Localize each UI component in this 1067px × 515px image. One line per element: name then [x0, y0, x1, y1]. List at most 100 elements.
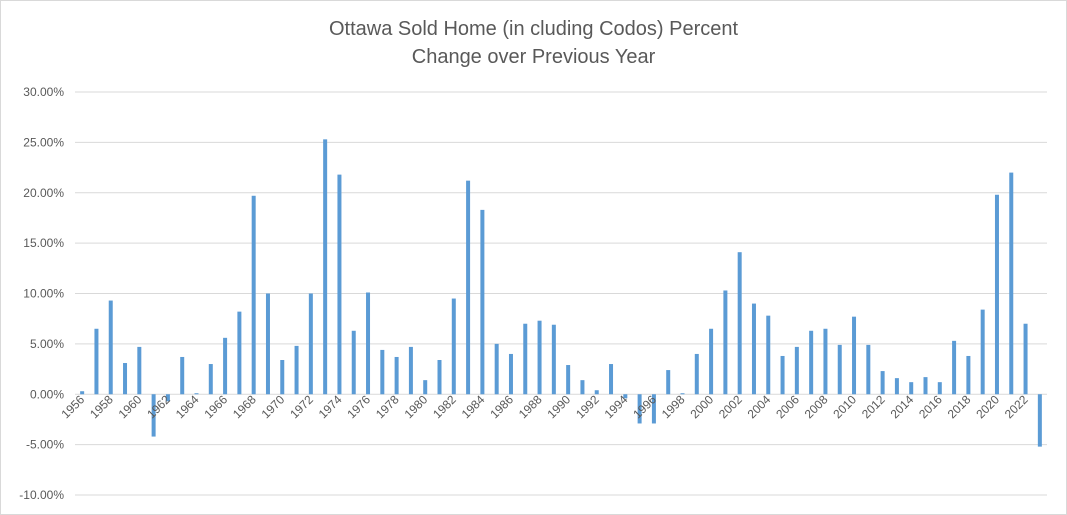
bar-2005: [780, 355, 785, 395]
bar-1962: [165, 394, 170, 402]
bar-2011: [866, 344, 871, 395]
x-tick-label: 1978: [373, 392, 402, 421]
bar-1984: [480, 209, 485, 395]
y-tick-label: 25.00%: [23, 135, 64, 149]
bar-2009: [837, 344, 842, 395]
bar-1966: [223, 337, 228, 395]
bar-2016: [937, 382, 942, 395]
bar-1970: [280, 360, 285, 395]
bar-1993: [609, 364, 614, 395]
bar-2017: [952, 340, 957, 395]
bar-2018: [966, 355, 971, 395]
y-tick-label: 5.00%: [30, 337, 64, 351]
bar-1985: [494, 343, 499, 395]
x-tick-label: 1960: [116, 392, 145, 421]
x-tick-label: 2000: [687, 392, 716, 421]
bar-1963: [180, 356, 185, 395]
bar-1992: [594, 390, 599, 395]
bar-2023: [1037, 394, 1042, 447]
bar-1996: [651, 394, 656, 424]
bar-2022: [1023, 323, 1028, 395]
x-tick-label: 2022: [1002, 392, 1031, 421]
bar-1987: [523, 323, 528, 395]
bar-1974: [337, 174, 342, 395]
bar-1994: [623, 394, 628, 399]
bar-1978: [394, 356, 399, 395]
x-tick-label: 1986: [487, 392, 516, 421]
y-tick-label: 20.00%: [23, 186, 64, 200]
x-tick-label: 2012: [859, 392, 888, 421]
y-tick-label: 0.00%: [30, 387, 64, 401]
bar-1967: [237, 311, 242, 395]
x-tick-label: 2010: [830, 392, 859, 421]
y-tick-label: 30.00%: [23, 85, 64, 99]
x-tick-label: 1972: [287, 392, 316, 421]
y-tick-label: -10.00%: [19, 488, 64, 502]
bar-1961: [151, 394, 156, 437]
bar-1990: [566, 365, 571, 395]
gridlines: [75, 91, 1047, 496]
bar-1969: [265, 293, 270, 395]
x-tick-label: 1998: [659, 392, 688, 421]
x-tick-label: 2008: [802, 392, 831, 421]
chart-title-line-2: Change over Previous Year: [411, 46, 656, 68]
bar-2007: [809, 330, 814, 395]
x-tick-label: 2004: [745, 392, 774, 421]
x-tick-label: 1970: [259, 392, 288, 421]
x-tick-label: 1976: [344, 392, 373, 421]
bar-1972: [308, 293, 313, 395]
y-tick-label: 10.00%: [23, 287, 64, 301]
chart-title: Ottawa Sold Home (in cluding Codos) Perc…: [1, 15, 1066, 71]
bar-2014: [909, 382, 914, 395]
x-tick-label: 1990: [544, 392, 573, 421]
bar-1998: [680, 393, 685, 395]
bar-1999: [694, 353, 699, 395]
bar-1973: [323, 139, 328, 395]
x-tick-label: 1984: [459, 392, 488, 421]
bar-1997: [666, 370, 671, 395]
x-tick-label: 2020: [973, 392, 1002, 421]
bar-2021: [1009, 172, 1014, 395]
x-tick-label: 1982: [430, 392, 459, 421]
y-axis-tick-labels: 30.00% 25.00% 20.00% 15.00% 10.00% 5.00% 0.00%…: [19, 85, 64, 502]
x-tick-label: 2016: [916, 392, 945, 421]
y-tick-label: -5.00%: [26, 438, 64, 452]
x-tick-label: 2014: [888, 392, 917, 421]
bar-1960: [137, 346, 142, 395]
x-tick-label: 1958: [87, 392, 116, 421]
bar-2001: [723, 290, 728, 395]
x-tick-label: 2006: [773, 392, 802, 421]
bar-2010: [852, 316, 857, 395]
bar-1977: [380, 349, 385, 395]
bar-2019: [980, 309, 985, 395]
bar-2020: [994, 194, 999, 395]
bar-1982: [451, 298, 456, 395]
bar-2013: [894, 378, 899, 395]
bar-1956: [80, 391, 85, 395]
x-tick-label: 1964: [173, 392, 202, 421]
chart-title-line-1: Ottawa Sold Home (in cluding Codos) Perc…: [328, 18, 739, 40]
bar-2008: [823, 328, 828, 395]
bar-1968: [251, 195, 256, 395]
bar-2000: [709, 328, 714, 395]
x-tick-label: 1980: [402, 392, 431, 421]
bar-1964: [194, 393, 199, 395]
x-tick-label: 1974: [316, 392, 345, 421]
bar-1975: [351, 330, 356, 395]
bar-2015: [923, 377, 928, 395]
x-tick-label: 1968: [230, 392, 259, 421]
x-tick-label: 1988: [516, 392, 545, 421]
bar-2004: [766, 315, 771, 395]
bar-1995: [637, 394, 642, 424]
bar-2002: [737, 252, 742, 395]
bar-1986: [508, 353, 513, 395]
bar-1976: [366, 292, 371, 395]
x-tick-label: 2002: [716, 392, 745, 421]
bar-1988: [537, 320, 542, 395]
bar-1958: [108, 300, 113, 395]
bar-1991: [580, 380, 585, 395]
bar-1965: [208, 364, 213, 395]
y-tick-label: 15.00%: [23, 236, 64, 250]
